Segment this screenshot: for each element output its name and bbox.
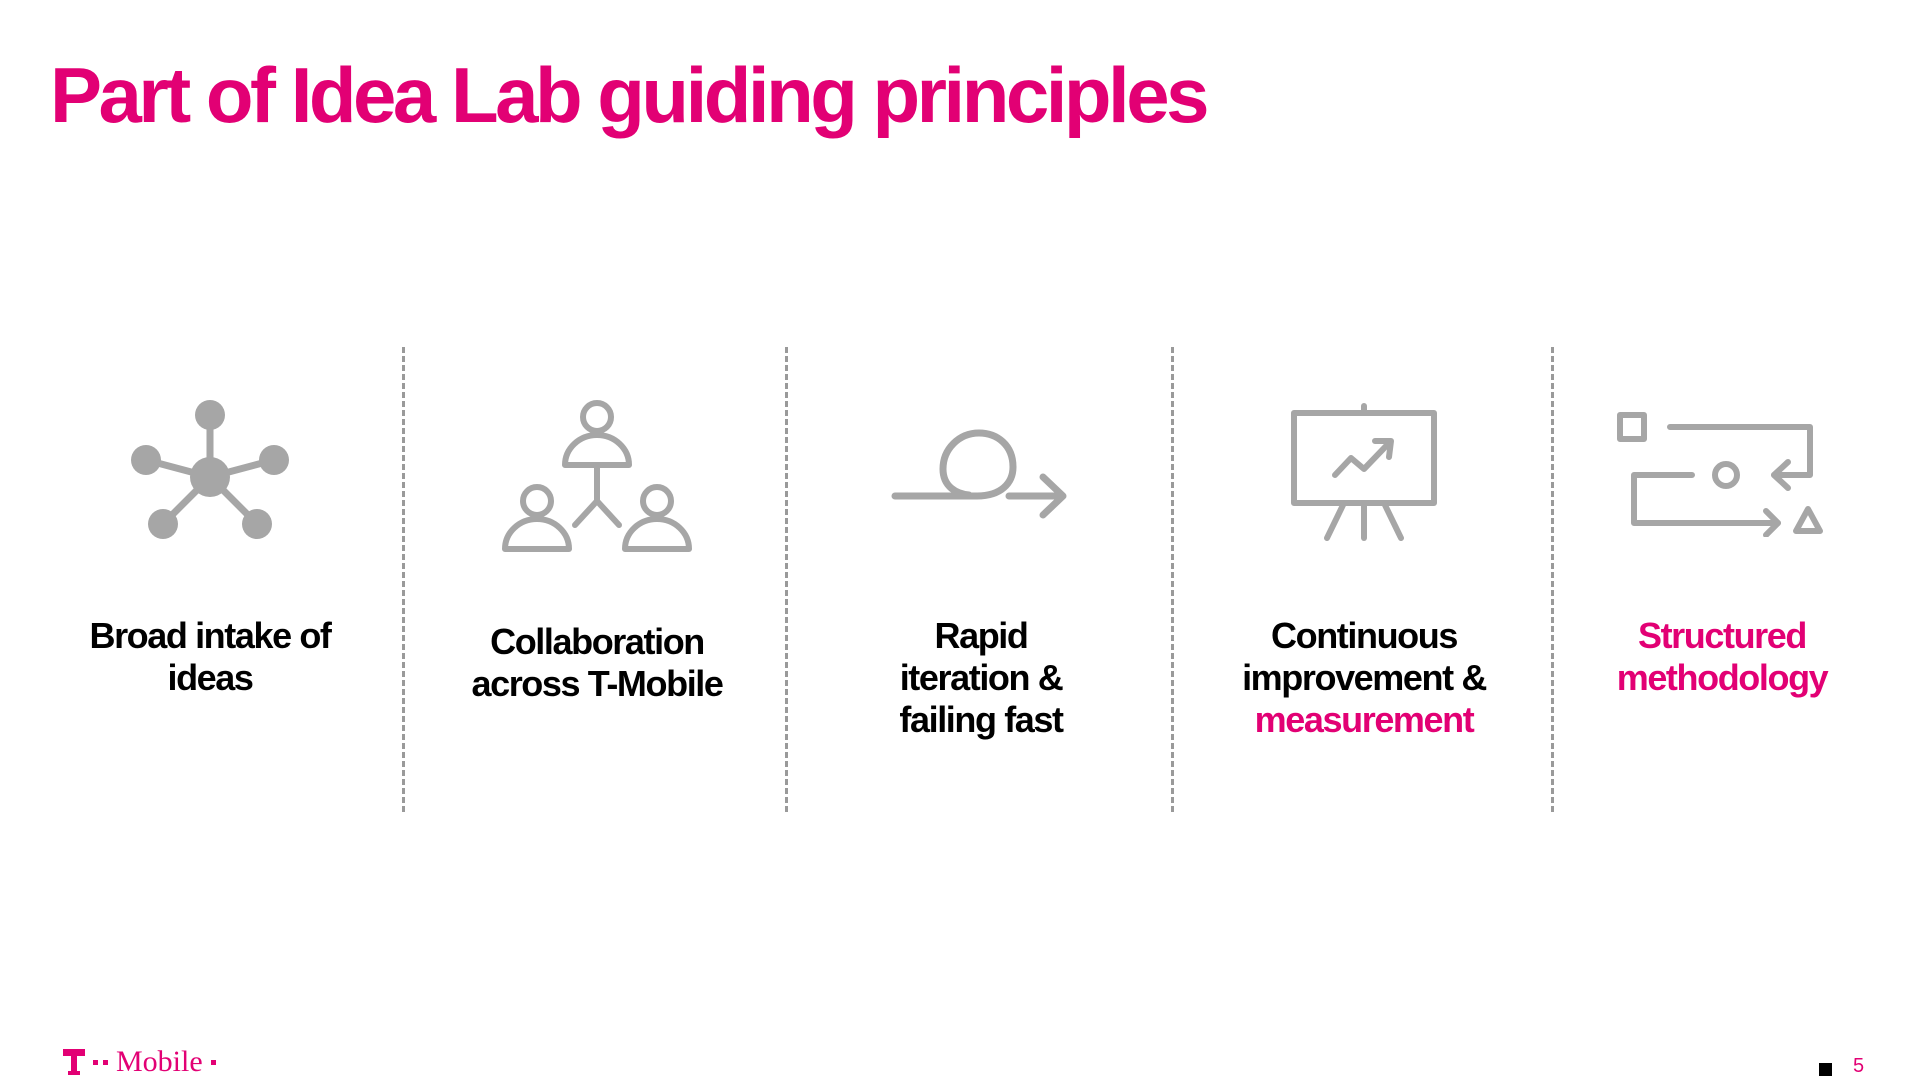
presentation-chart-icon — [1291, 403, 1437, 541]
principle-continuous-improvement: Continuous improvement & measurement — [1174, 347, 1554, 812]
principle-label: Broad intake of ideas — [89, 615, 331, 698]
logo-dots — [93, 1059, 108, 1065]
t-logo-icon — [63, 1049, 85, 1075]
logo-dot — [210, 1059, 216, 1065]
column-divider — [785, 347, 788, 812]
principle-label: Structured methodology — [1616, 615, 1829, 698]
slide-title: Part of Idea Lab guiding principles — [50, 51, 1209, 139]
t-mobile-logo: Mobile — [63, 1047, 216, 1077]
principle-label: Continuous improvement & measurement — [1242, 615, 1487, 740]
loop-arrow-icon — [891, 429, 1067, 519]
team-collaboration-icon — [502, 400, 692, 552]
principle-broad-intake: Broad intake of ideas — [30, 347, 390, 812]
principle-structured-methodology: Structured methodology — [1554, 347, 1890, 812]
principle-rapid-iteration: Rapid iteration & failing fast — [788, 347, 1174, 812]
column-divider — [402, 347, 405, 812]
page-number: 5 — [1853, 1055, 1865, 1077]
column-divider — [1551, 347, 1554, 812]
column-divider — [1171, 347, 1174, 812]
network-hub-icon — [131, 400, 289, 539]
process-flow-icon — [1617, 412, 1823, 537]
principles-row: Broad intake of ideas Collaboration acro… — [30, 347, 1890, 812]
logo-text: Mobile — [116, 1045, 203, 1078]
principle-collaboration: Collaboration across T-Mobile — [405, 347, 789, 812]
principle-label: Collaboration across T-Mobile — [471, 621, 723, 704]
page-marker-square — [1819, 1063, 1832, 1076]
principle-label: Rapid iteration & failing fast — [899, 615, 1064, 740]
